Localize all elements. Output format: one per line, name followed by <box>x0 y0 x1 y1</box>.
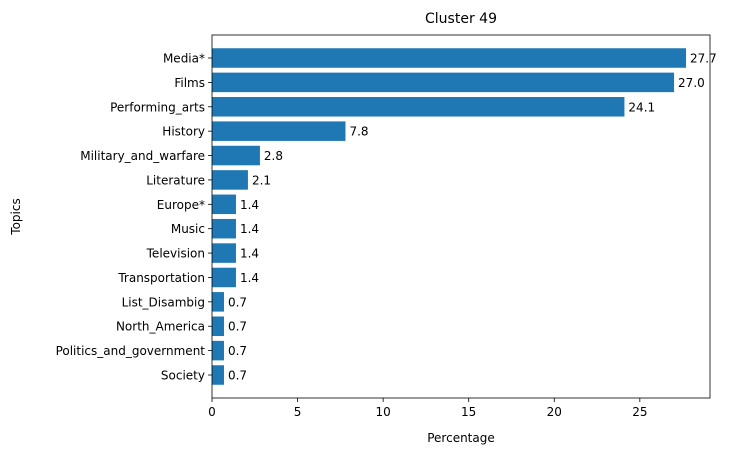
y-axis-label: Topics <box>9 198 23 235</box>
y-tick-label-3: History <box>162 125 205 139</box>
bar-0 <box>212 48 687 68</box>
bar-13 <box>212 365 224 385</box>
value-label-11: 0.7 <box>228 320 247 334</box>
value-label-10: 0.7 <box>228 295 247 309</box>
y-tick-label-5: Literature <box>146 173 205 187</box>
value-labels-group: 27.7 27.0 24.1 7.8 2.8 2.1 1.4 1.4 1.4 1.4 0.7 0.7 0… <box>228 52 717 383</box>
bar-6 <box>212 194 236 215</box>
x-axis-label: Percentage <box>427 431 495 445</box>
y-tick-label-7: Music <box>171 222 205 236</box>
y-tick-label-13: Society <box>161 369 205 383</box>
value-label-5: 2.1 <box>252 173 271 187</box>
y-tick-label-4: Military_and_warfare <box>80 149 205 163</box>
y-tick-label-11: North_America <box>116 320 205 334</box>
bar-2 <box>212 97 625 117</box>
bar-12 <box>212 340 224 361</box>
bar-5 <box>212 170 248 190</box>
bar-3 <box>212 121 346 141</box>
value-label-7: 1.4 <box>240 222 259 236</box>
plot-frame <box>211 34 711 399</box>
y-tick-label-1: Films <box>174 76 205 90</box>
value-label-0: 27.7 <box>690 52 717 66</box>
y-tick-label-8: Television <box>146 247 205 261</box>
bar-8 <box>212 243 236 263</box>
value-label-9: 1.4 <box>240 271 259 285</box>
value-label-13: 0.7 <box>228 369 247 383</box>
y-tick-label-12: Politics_and_government <box>56 344 206 358</box>
value-label-4: 2.8 <box>264 149 283 163</box>
x-axis-ticks: 0 5 10 15 20 25 <box>208 398 647 419</box>
bars-group <box>212 48 687 385</box>
value-label-6: 1.4 <box>240 198 259 212</box>
chart-title: Cluster 49 <box>425 11 497 27</box>
value-label-2: 24.1 <box>628 100 655 114</box>
bar-1 <box>212 72 675 93</box>
x-tick-label-0: 0 <box>208 405 216 419</box>
value-label-12: 0.7 <box>228 344 247 358</box>
x-tick-label-3: 15 <box>461 405 476 419</box>
y-tick-label-10: List_Disambig <box>122 295 205 309</box>
y-tick-label-0: Media* <box>163 52 205 66</box>
x-tick-label-1: 5 <box>294 405 302 419</box>
value-label-1: 27.0 <box>678 76 705 90</box>
bar-11 <box>212 316 224 336</box>
y-tick-label-2: Performing_arts <box>110 100 205 114</box>
y-tick-label-6: Europe* <box>157 198 205 212</box>
y-axis-ticks: Media* Films Performing_arts History Militar… <box>56 52 212 383</box>
value-label-8: 1.4 <box>240 247 259 261</box>
x-tick-label-4: 20 <box>547 405 562 419</box>
x-tick-label-5: 25 <box>632 405 647 419</box>
bar-10 <box>212 292 224 312</box>
x-tick-label-2: 10 <box>375 405 390 419</box>
bar-9 <box>212 267 236 288</box>
bar-7 <box>212 218 236 239</box>
bar-4 <box>212 145 260 166</box>
value-label-3: 7.8 <box>349 125 368 139</box>
y-tick-label-9: Transportation <box>117 271 205 285</box>
